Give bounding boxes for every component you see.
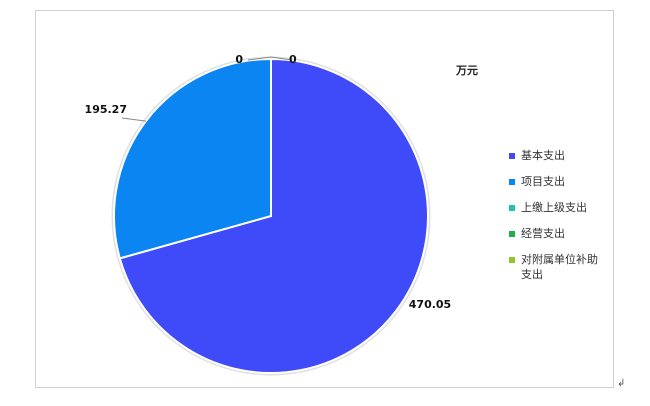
data-label-operating: 0 bbox=[289, 53, 297, 66]
legend-item-upper-level-payment: 上缴上级支出 bbox=[509, 200, 609, 215]
paragraph-mark: ↲ bbox=[617, 378, 626, 389]
legend-label: 上缴上级支出 bbox=[521, 201, 587, 214]
leader-line-project bbox=[121, 117, 146, 122]
unit-label: 万元 bbox=[456, 64, 478, 77]
legend-item-operating-expense: 经营支出 bbox=[509, 226, 609, 241]
legend-swatch bbox=[509, 179, 515, 185]
legend: 基本支出 项目支出 上缴上级支出 经营支出 对附属单位补助支出 bbox=[509, 148, 609, 293]
legend-item-affiliated-subsidy: 对附属单位补助支出 bbox=[509, 252, 609, 282]
data-label-upper-level: 0 bbox=[235, 53, 243, 66]
legend-swatch bbox=[509, 153, 515, 159]
leader-line-zero bbox=[247, 56, 293, 61]
legend-label: 项目支出 bbox=[521, 175, 565, 188]
legend-swatch bbox=[509, 257, 515, 263]
legend-label: 基本支出 bbox=[521, 149, 565, 162]
legend-label: 经营支出 bbox=[521, 227, 565, 240]
legend-item-project-expense: 项目支出 bbox=[509, 174, 609, 189]
legend-item-basic-expense: 基本支出 bbox=[509, 148, 609, 163]
data-label-project-expense: 195.27 bbox=[85, 103, 127, 116]
legend-label: 对附属单位补助支出 bbox=[521, 253, 598, 281]
legend-swatch bbox=[509, 231, 515, 237]
data-label-basic-expense: 470.05 bbox=[409, 298, 451, 311]
legend-swatch bbox=[509, 205, 515, 211]
pie-slice bbox=[118, 57, 429, 374]
